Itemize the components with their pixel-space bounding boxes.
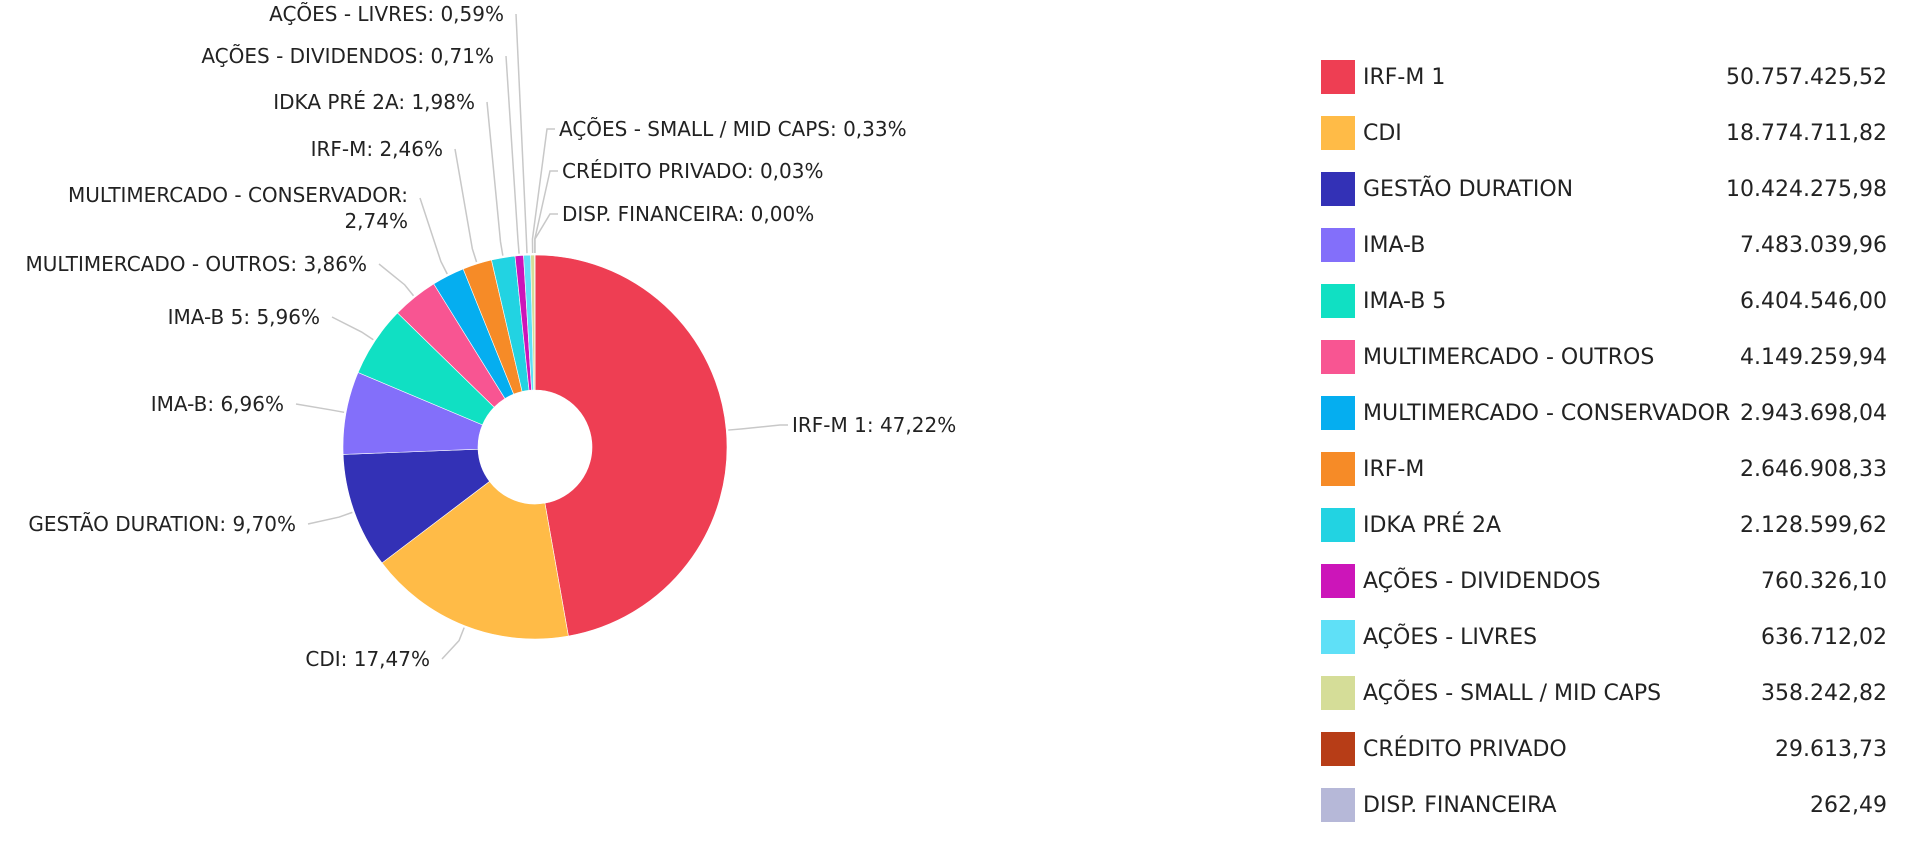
legend-label: AÇÕES - DIVIDENDOS (1363, 569, 1601, 595)
legend-item[interactable]: GESTÃO DURATION 10.424.275,98 (1321, 172, 1887, 228)
legend-label: MULTIMERCADO - OUTROS (1363, 345, 1654, 371)
data-label-4: IMA-B 5: 5,96% (168, 305, 320, 329)
data-label-10: AÇÕES - LIVRES: 0,59% (269, 2, 504, 26)
data-label-7: IRF-M: 2,46% (311, 137, 443, 161)
leader-line-0 (728, 425, 788, 430)
legend-label: MULTIMERCADO - CONSERVADOR (1363, 401, 1730, 427)
leader-line-6 (420, 198, 447, 274)
legend-value: 18.774.711,82 (1726, 121, 1887, 147)
leader-line-5 (379, 264, 413, 296)
legend-value: 10.424.275,98 (1726, 177, 1887, 203)
legend-value: 7.483.039,96 (1740, 233, 1887, 259)
legend-value: 358.242,82 (1761, 681, 1887, 707)
legend-swatch (1321, 676, 1355, 710)
legend-label: AÇÕES - LIVRES (1363, 625, 1537, 651)
data-label-0: IRF-M 1: 47,22% (792, 413, 956, 437)
legend-item[interactable]: AÇÕES - LIVRES 636.712,02 (1321, 620, 1887, 676)
legend-item[interactable]: AÇÕES - DIVIDENDOS 760.326,10 (1321, 564, 1887, 620)
legend-swatch (1321, 172, 1355, 206)
leader-line-1 (442, 628, 464, 659)
legend-swatch (1321, 564, 1355, 598)
data-label-6: MULTIMERCADO - CONSERVADOR:2,74% (68, 183, 408, 233)
legend-value: 262,49 (1810, 793, 1887, 819)
legend-value: 6.404.546,00 (1740, 289, 1887, 315)
legend-item[interactable]: MULTIMERCADO - OUTROS 4.149.259,94 (1321, 340, 1887, 396)
legend-swatch (1321, 116, 1355, 150)
data-label-3: IMA-B: 6,96% (151, 392, 284, 416)
leader-line-10 (516, 14, 527, 253)
legend-swatch (1321, 620, 1355, 654)
legend-swatch (1321, 228, 1355, 262)
pie-slice-0[interactable] (535, 255, 727, 636)
legend-label: DISP. FINANCEIRA (1363, 793, 1557, 819)
leader-line-2 (308, 512, 352, 524)
legend-label: IRF-M (1363, 457, 1424, 483)
data-label-9: AÇÕES - DIVIDENDOS: 0,71% (201, 44, 494, 68)
data-label-12: CRÉDITO PRIVADO: 0,03% (562, 159, 823, 183)
legend-item[interactable]: CDI 18.774.711,82 (1321, 116, 1887, 172)
donut-chart: IRF-M 1: 47,22% CDI: 17,47% GESTÃO DURATIO… (0, 0, 1180, 823)
legend-item[interactable]: IRF-M 2.646.908,33 (1321, 452, 1887, 508)
legend-label: IMA-B 5 (1363, 289, 1446, 315)
data-label-1: CDI: 17,47% (305, 647, 430, 671)
legend-swatch (1321, 788, 1355, 822)
legend-label: IRF-M 1 (1363, 65, 1445, 91)
legend-item[interactable]: IRF-M 1 50.757.425,52 (1321, 60, 1887, 116)
legend-label: CRÉDITO PRIVADO (1363, 737, 1567, 763)
legend-value: 2.943.698,04 (1740, 401, 1887, 427)
data-label-13: DISP. FINANCEIRA: 0,00% (562, 202, 814, 226)
leader-line-7 (455, 149, 477, 262)
legend-value: 50.757.425,52 (1726, 65, 1887, 91)
legend-swatch (1321, 452, 1355, 486)
leader-line-4 (332, 317, 373, 340)
legend-swatch (1321, 284, 1355, 318)
legend-item[interactable]: MULTIMERCADO - CONSERVADOR 2.943.698,04 (1321, 396, 1887, 452)
legend-label: AÇÕES - SMALL / MID CAPS (1363, 681, 1661, 707)
legend-item[interactable]: CRÉDITO PRIVADO 29.613,73 (1321, 732, 1887, 788)
legend-label: IDKA PRÉ 2A (1363, 513, 1501, 539)
legend-label: IMA-B (1363, 233, 1425, 259)
legend-swatch (1321, 396, 1355, 430)
pie-slices (343, 255, 727, 639)
chart-legend: IRF-M 1 50.757.425,52 CDI 18.774.711,82 GEST… (1321, 60, 1887, 844)
legend-label: CDI (1363, 121, 1402, 147)
data-label-11: AÇÕES - SMALL / MID CAPS: 0,33% (559, 117, 907, 141)
donut-chart-area: IRF-M 1: 47,22% CDI: 17,47% GESTÃO DURATIO… (0, 0, 1180, 823)
legend-value: 636.712,02 (1761, 625, 1887, 651)
legend-item[interactable]: IMA-B 7.483.039,96 (1321, 228, 1887, 284)
legend-swatch (1321, 732, 1355, 766)
legend-label: GESTÃO DURATION (1363, 177, 1573, 203)
legend-item[interactable]: IDKA PRÉ 2A 2.128.599,62 (1321, 508, 1887, 564)
leader-line-8 (487, 102, 503, 256)
leader-line-12 (535, 171, 558, 253)
legend-swatch (1321, 508, 1355, 542)
leader-line-3 (296, 404, 344, 412)
legend-value: 4.149.259,94 (1740, 345, 1887, 371)
legend-value: 2.128.599,62 (1740, 513, 1887, 539)
legend-swatch (1321, 340, 1355, 374)
data-label-2: GESTÃO DURATION: 9,70% (28, 512, 296, 536)
data-label-5: MULTIMERCADO - OUTROS: 3,86% (26, 252, 367, 276)
data-label-8: IDKA PRÉ 2A: 1,98% (273, 90, 475, 114)
legend-item[interactable]: DISP. FINANCEIRA 262,49 (1321, 788, 1887, 844)
legend-swatch (1321, 60, 1355, 94)
legend-value: 760.326,10 (1761, 569, 1887, 595)
legend-item[interactable]: AÇÕES - SMALL / MID CAPS 358.242,82 (1321, 676, 1887, 732)
legend-item[interactable]: IMA-B 5 6.404.546,00 (1321, 284, 1887, 340)
leader-line-9 (506, 56, 519, 254)
legend-value: 29.613,73 (1775, 737, 1887, 763)
legend-value: 2.646.908,33 (1740, 457, 1887, 483)
